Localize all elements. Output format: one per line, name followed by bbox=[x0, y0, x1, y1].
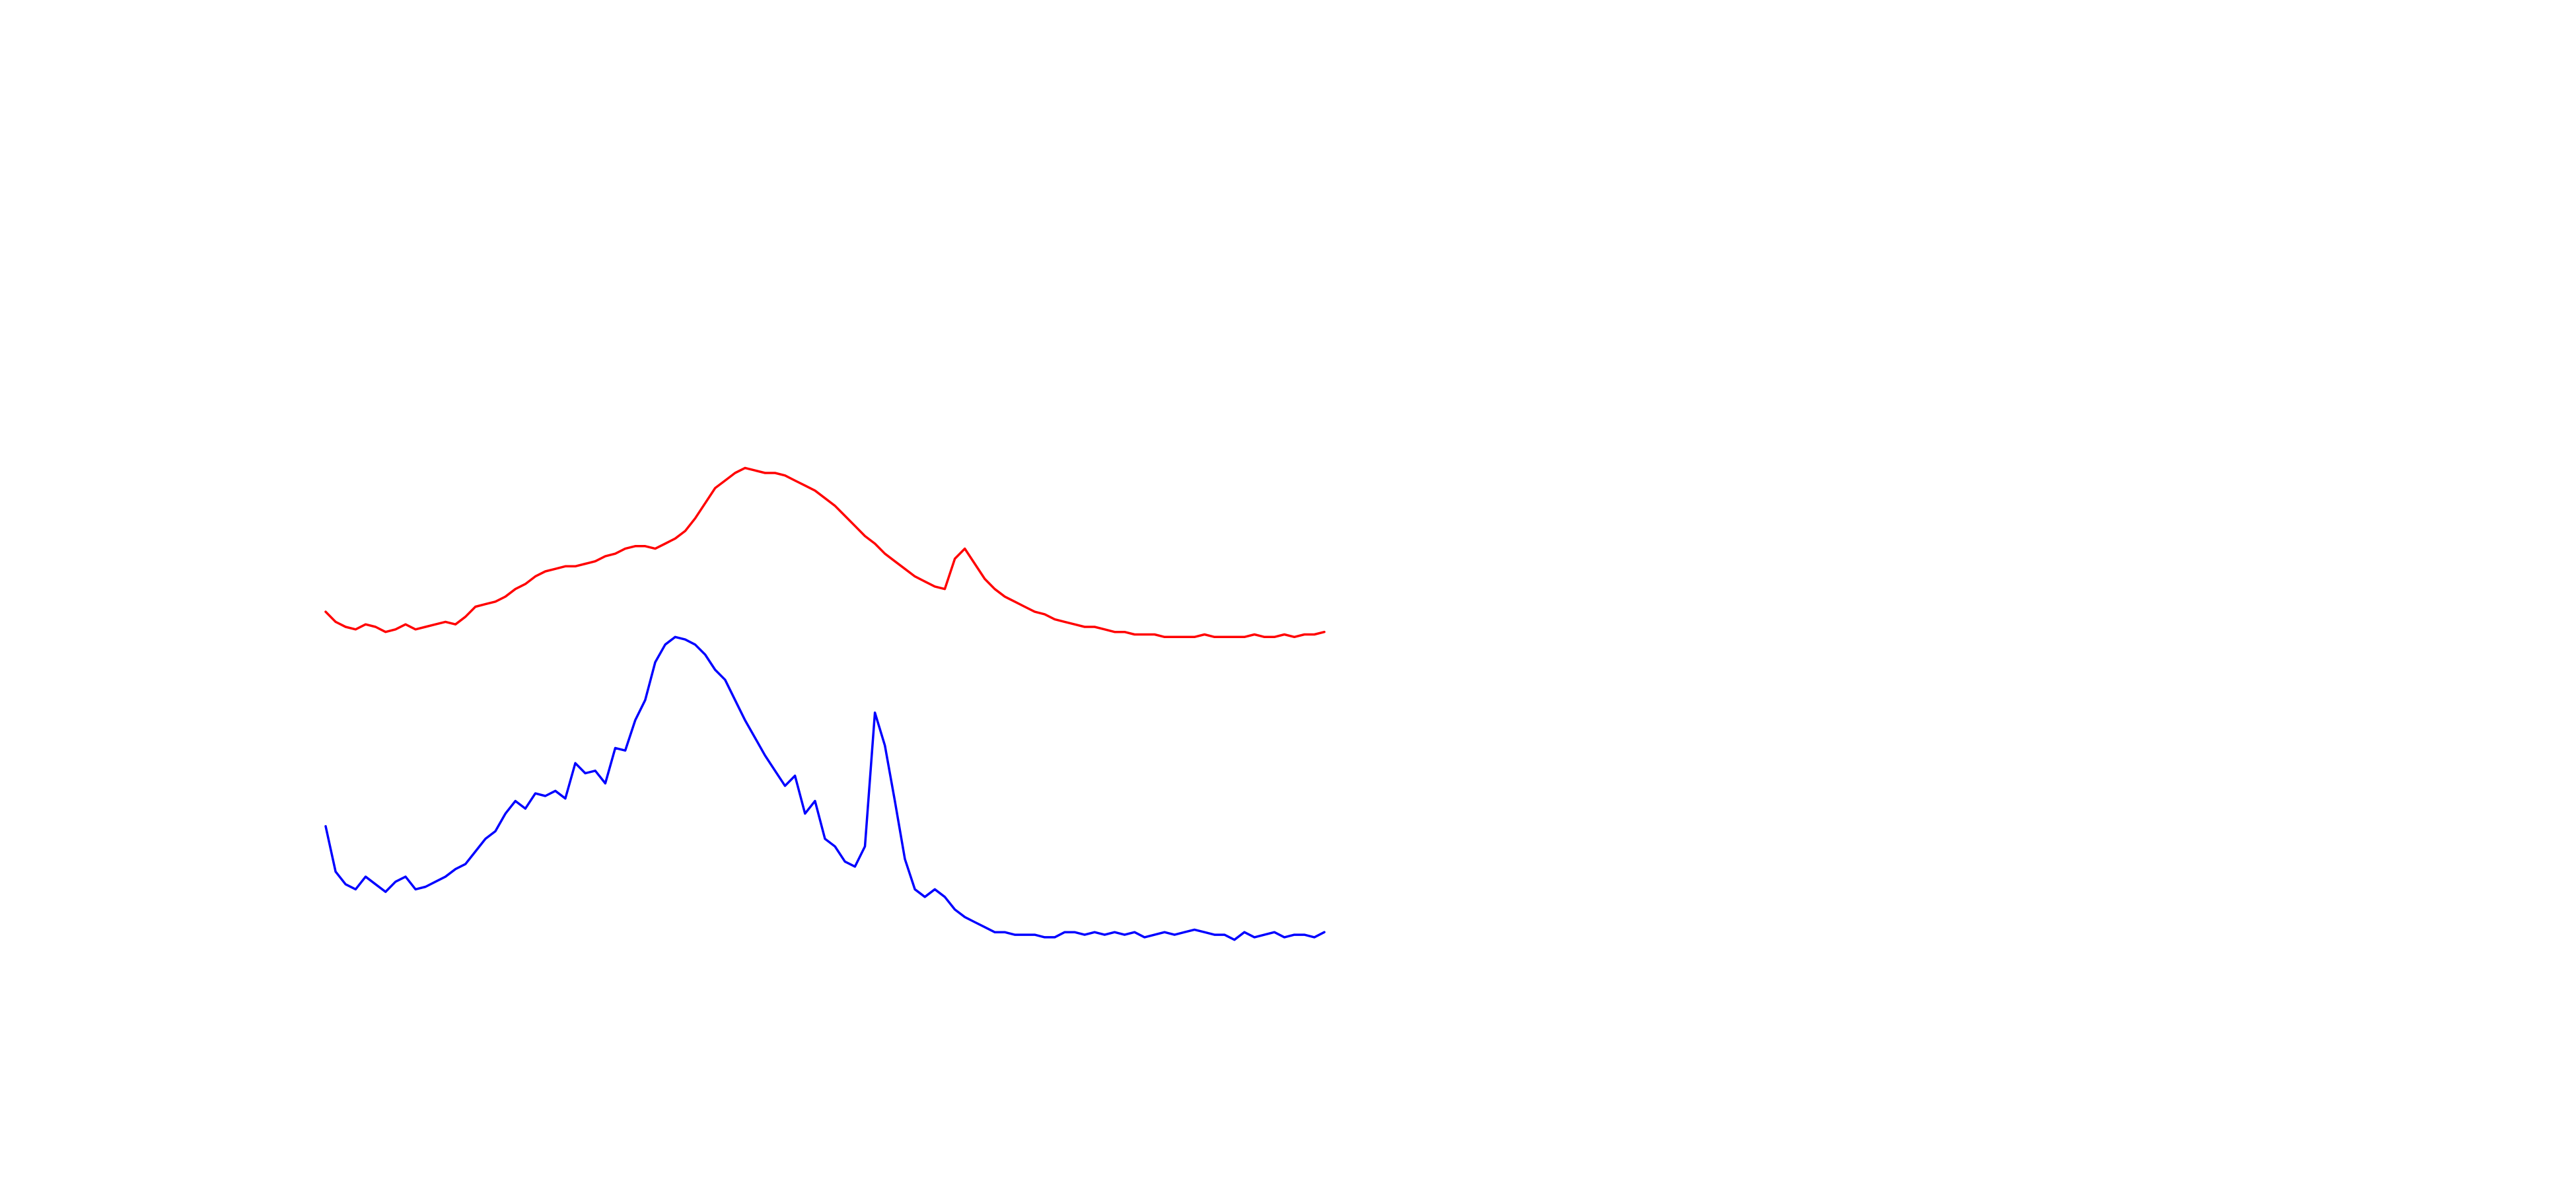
series-line-2 bbox=[324, 635, 1326, 941]
series-line-1 bbox=[324, 466, 1326, 639]
series-layer bbox=[324, 466, 1326, 941]
